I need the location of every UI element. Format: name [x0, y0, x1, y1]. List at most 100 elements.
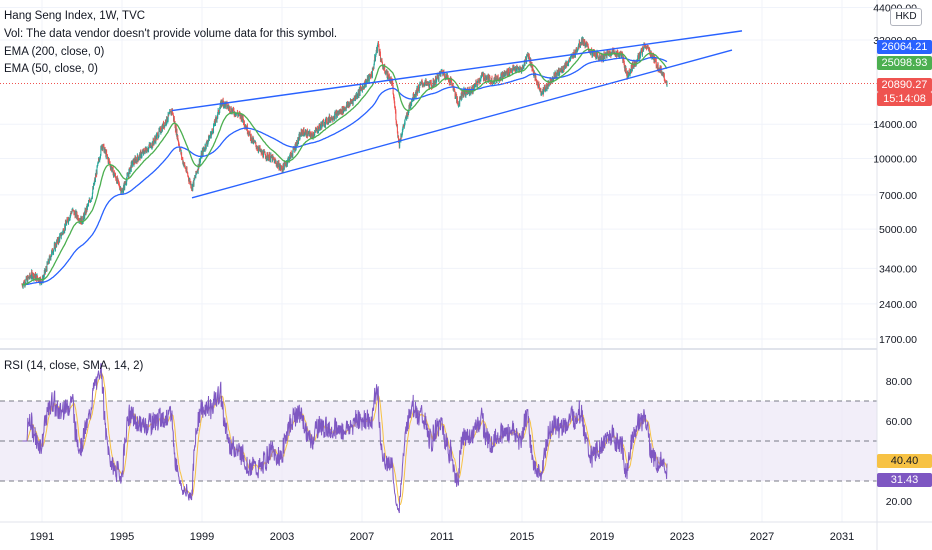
candle-body: [621, 52, 623, 54]
trendline-upper[interactable]: [171, 30, 743, 112]
candle-body: [181, 152, 183, 158]
candle-body: [35, 275, 37, 280]
candle-body: [511, 68, 513, 72]
x-tick-label: 2007: [350, 531, 374, 543]
candle-body: [46, 262, 48, 271]
candle-body: [171, 109, 173, 114]
candle-body: [166, 116, 168, 122]
candle-body: [367, 77, 369, 82]
candle-body: [283, 163, 284, 167]
candle-body: [218, 112, 220, 114]
candle-body: [417, 91, 419, 94]
candle-body: [65, 221, 66, 229]
candle-body: [392, 86, 394, 95]
candle-body: [67, 219, 69, 222]
x-tick-label: 2019: [590, 531, 614, 543]
price-tick-label: 5000.00: [879, 224, 917, 236]
candle-body: [371, 73, 373, 77]
candle-body: [210, 133, 212, 138]
candle-body: [637, 56, 639, 60]
candle-body: [553, 74, 555, 77]
candle-body: [117, 178, 119, 181]
candle-body: [631, 65, 633, 72]
candle-body: [59, 235, 61, 241]
candle-body: [300, 130, 302, 136]
price-tick-label: 2400.00: [879, 299, 917, 311]
ema200-price-badge: 25098.93: [877, 56, 932, 70]
x-tick-label: 2031: [830, 531, 854, 543]
candle-body: [248, 133, 250, 136]
candle-body: [36, 275, 38, 279]
candle-body: [273, 159, 275, 161]
trendlines[interactable]: [171, 30, 743, 199]
candle-body: [314, 132, 316, 136]
candle-body: [399, 139, 401, 147]
candle-body: [123, 185, 124, 191]
candle-body: [317, 132, 319, 133]
candle-body: [213, 125, 214, 132]
candle-body: [438, 73, 440, 80]
candle-body: [208, 137, 210, 141]
candle-body: [217, 112, 219, 117]
candle-body: [430, 82, 432, 85]
candle-body: [475, 81, 477, 86]
candle-body: [90, 197, 92, 201]
candle-body: [473, 85, 474, 91]
candle-body: [626, 71, 628, 74]
candle-body: [525, 57, 527, 62]
currency-badge[interactable]: HKD: [890, 8, 922, 26]
candle-body: [610, 55, 612, 56]
candle-body: [640, 52, 641, 56]
candle-body: [205, 142, 207, 149]
candle-body: [649, 48, 651, 55]
candle-body: [477, 79, 479, 83]
candle-body: [295, 143, 297, 148]
candle-body: [482, 74, 484, 76]
chart-grid: [0, 0, 877, 522]
candle-body: [143, 149, 144, 154]
rsi-legend[interactable]: RSI (14, close, SMA, 14, 2): [4, 360, 144, 372]
candle-body: [126, 174, 128, 180]
symbol-title[interactable]: Hang Seng Index, 1W, TVC: [4, 10, 146, 22]
ema200-legend[interactable]: EMA (200, close, 0): [4, 46, 105, 58]
candle-body: [92, 188, 94, 193]
candle-body: [163, 122, 164, 128]
candle-body: [307, 135, 309, 137]
candle-body: [647, 45, 649, 48]
candle-body: [115, 174, 116, 177]
candle-body: [604, 53, 606, 60]
candle-body: [130, 162, 132, 171]
candle-body: [442, 72, 444, 75]
candle-body: [594, 52, 596, 57]
rsi-line: [22, 362, 668, 514]
trendline-lower[interactable]: [191, 49, 733, 199]
candle-body: [419, 84, 421, 88]
candle-body: [424, 82, 426, 86]
candle-body: [248, 132, 249, 135]
candle-body: [425, 80, 427, 84]
candle-body: [278, 162, 280, 170]
candle-body: [289, 155, 291, 160]
candle-body: [545, 85, 547, 91]
candle-body: [476, 81, 478, 85]
candle-body: [298, 135, 300, 140]
candle-body: [60, 235, 62, 238]
x-tick-label: 2015: [510, 531, 534, 543]
candle-body: [441, 70, 443, 73]
candle-body: [84, 212, 86, 218]
candle-body: [160, 127, 161, 133]
candle-body: [340, 109, 342, 114]
candle-body: [50, 256, 52, 260]
candle-body: [603, 55, 604, 60]
candle-body: [86, 205, 88, 210]
candle-body: [388, 74, 390, 77]
candle-body: [461, 92, 463, 96]
ema50-legend[interactable]: EMA (50, close, 0): [4, 63, 98, 75]
candle-body: [128, 170, 130, 177]
candle-body: [34, 276, 36, 278]
candle-body: [81, 217, 83, 224]
candle-body: [311, 134, 313, 138]
candle-body: [508, 68, 509, 75]
rsi-ma-value-badge: 40.40: [877, 454, 932, 468]
